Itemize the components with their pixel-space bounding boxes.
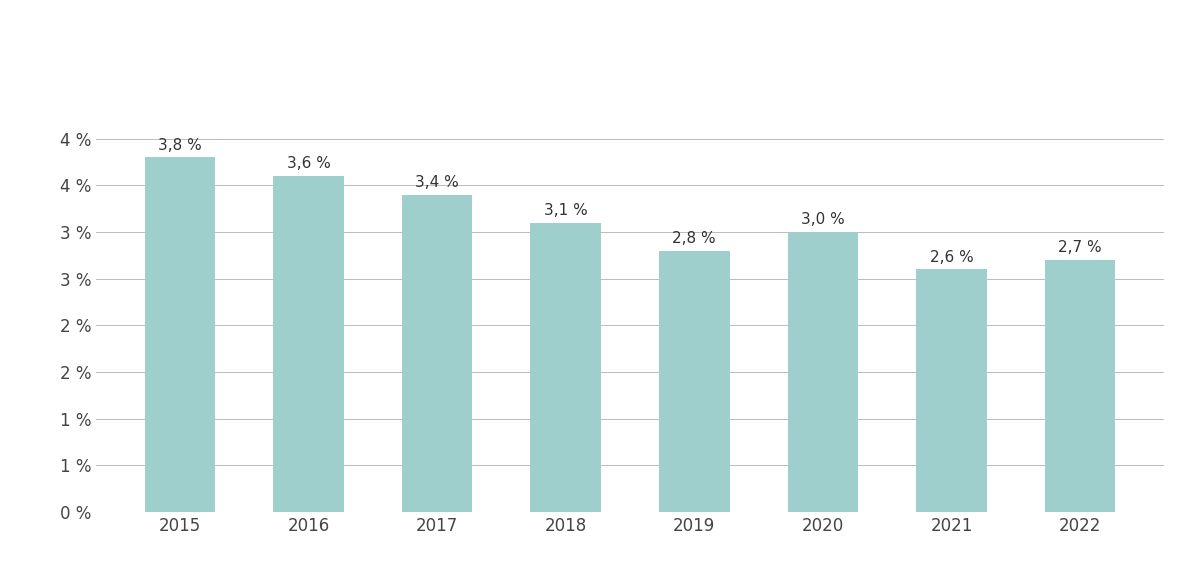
Text: 3,1 %: 3,1 % <box>544 203 588 218</box>
Text: 3,4 %: 3,4 % <box>415 175 458 190</box>
Bar <box>402 195 473 512</box>
Text: 2,6 %: 2,6 % <box>930 250 973 265</box>
Text: 3,0 %: 3,0 % <box>802 212 845 228</box>
Bar <box>144 158 215 512</box>
Text: 3,8 %: 3,8 % <box>158 138 202 153</box>
Bar <box>787 232 858 512</box>
Text: 2,7 %: 2,7 % <box>1058 241 1102 255</box>
Bar <box>274 176 344 512</box>
Bar <box>659 251 730 512</box>
Bar <box>1045 260 1116 512</box>
Bar <box>916 270 986 512</box>
Text: 2,8 %: 2,8 % <box>672 231 716 246</box>
Text: 3,6 %: 3,6 % <box>287 156 330 171</box>
Bar <box>530 223 601 512</box>
